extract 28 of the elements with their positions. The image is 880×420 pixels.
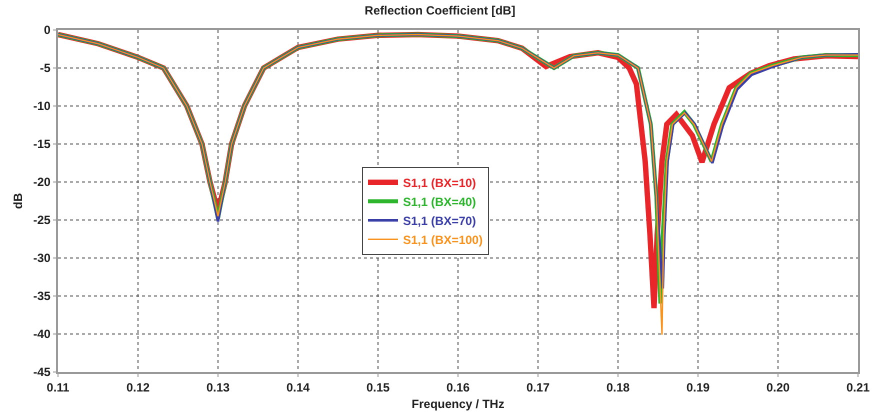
y-tick-label: -20 [33, 175, 51, 190]
x-tick-label: 0.20 [766, 380, 790, 394]
y-tick-label: -15 [33, 137, 51, 152]
x-tick-label: 0.18 [606, 380, 630, 394]
x-tick-label: 0.11 [46, 380, 70, 394]
x-axis-title: Frequency / THz [412, 396, 504, 411]
y-tick-label: -40 [33, 327, 51, 342]
legend-label: S1,1 (BX=70) [403, 214, 476, 228]
y-axis-title: dB [11, 192, 26, 209]
y-tick-label: 0 [44, 23, 51, 38]
x-tick-label: 0.19 [686, 380, 710, 394]
x-tick-label: 0.21 [846, 380, 870, 394]
legend-label: S1,1 (BX=100) [403, 232, 483, 247]
y-tick-label: -25 [33, 213, 51, 228]
legend-label: S1,1 (BX=40) [403, 194, 476, 209]
y-tick-label: -5 [40, 61, 51, 76]
y-tick-label: -30 [33, 251, 51, 266]
y-tick-label: -45 [33, 365, 51, 380]
x-tick-label: 0.12 [126, 380, 150, 394]
y-tick-label: -35 [33, 289, 51, 304]
legend-label: S1,1 (BX=10) [403, 176, 476, 190]
y-tick-label: -10 [33, 99, 51, 114]
x-tick-label: 0.13 [206, 380, 230, 394]
x-tick-label: 0.17 [526, 380, 550, 394]
x-tick-label: 0.14 [286, 380, 310, 394]
x-tick-label: 0.15 [366, 380, 390, 394]
chart-title: Reflection Coefficient [dB] [364, 4, 516, 18]
x-tick-label: 0.16 [446, 380, 470, 394]
